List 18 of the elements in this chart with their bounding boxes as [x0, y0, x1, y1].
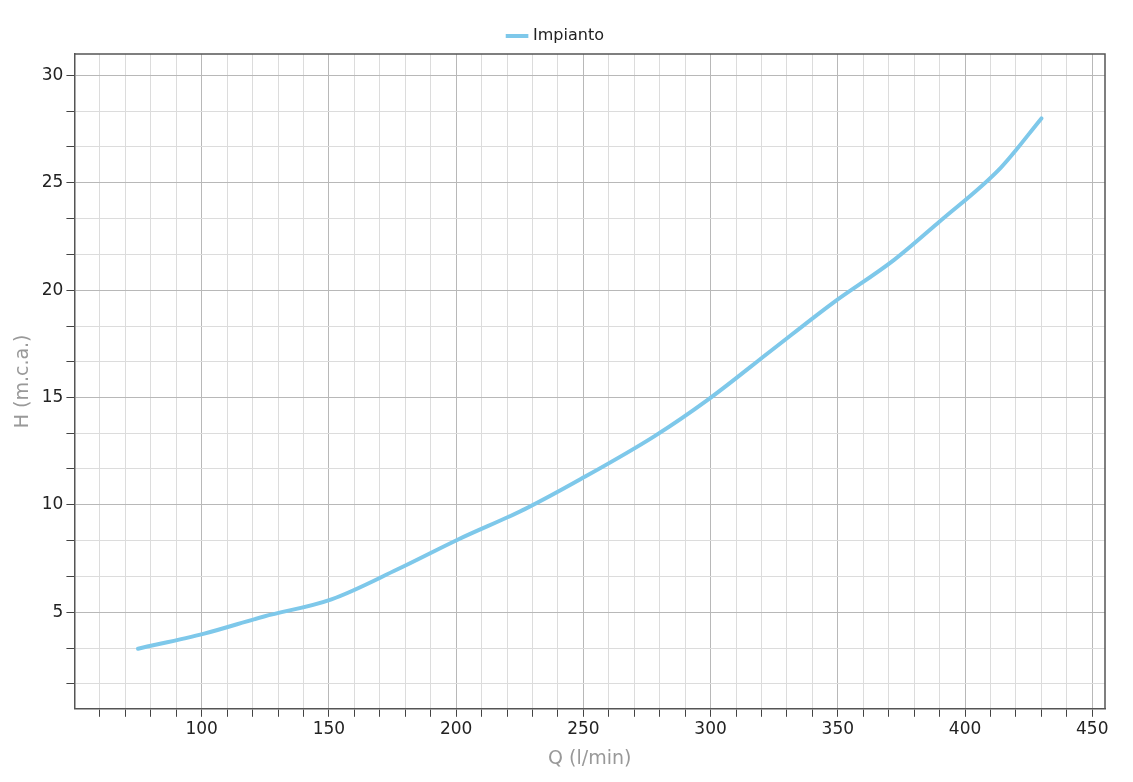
x-tick-label: 200	[439, 718, 473, 739]
x-tick-label: 300	[694, 718, 727, 739]
x-tick-label: 350	[821, 718, 855, 739]
x-tick-label: 150	[312, 718, 346, 739]
line-series	[136, 116, 1044, 651]
x-axis-title: Q (l/min)	[548, 745, 632, 768]
x-tick-label: 100	[185, 718, 218, 739]
y-tick-label: 30	[41, 63, 64, 84]
legend-label: Impianto	[533, 25, 604, 45]
y-tick-label: 10	[41, 493, 64, 514]
y-tick-label: 25	[41, 171, 64, 192]
x-tick-label: 400	[948, 718, 982, 739]
y-tick-label: 5	[52, 600, 64, 621]
y-tick-label: 15	[41, 385, 64, 406]
y-tick-label: 20	[41, 278, 64, 299]
x-tick-label: 450	[1076, 718, 1109, 739]
x-tick-label: 250	[567, 718, 600, 739]
y-axis-title: H (m.c.a.)	[10, 334, 33, 429]
